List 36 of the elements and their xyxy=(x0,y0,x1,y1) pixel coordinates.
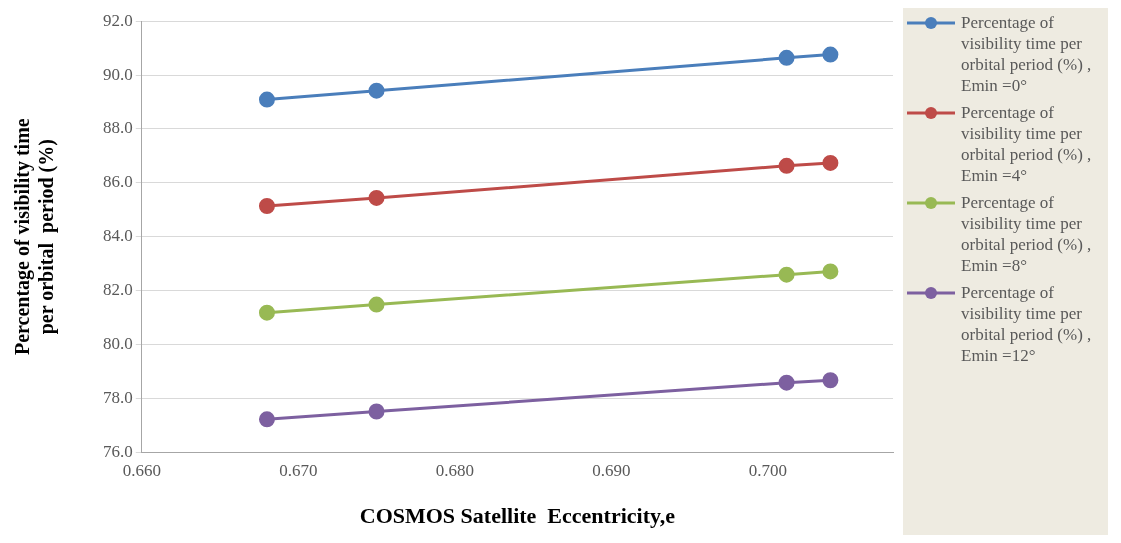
x-tick-label: 0.690 xyxy=(592,460,631,480)
x-tick-label: 0.700 xyxy=(748,460,787,480)
y-tick-label: 86.0 xyxy=(103,172,133,192)
legend-label: Percentage of visibility time per orbital period (%) , Emin =4° xyxy=(961,102,1093,186)
point xyxy=(258,411,275,428)
point xyxy=(822,372,839,389)
point xyxy=(368,189,385,206)
legend-label: Percentage of visibility time per orbital period (%) , Emin =8° xyxy=(961,192,1093,276)
legend-label: Percentage of visibility time per orbital period (%) , Emin =12° xyxy=(961,282,1093,366)
legend-label: Percentage of visibility time per orbital period (%) , Emin =0° xyxy=(961,12,1093,96)
y-tick-label: 82.0 xyxy=(103,280,133,300)
point xyxy=(258,197,275,214)
point xyxy=(778,374,795,391)
point xyxy=(368,403,385,420)
point xyxy=(822,263,839,280)
point xyxy=(822,46,839,63)
y-tick-label: 88.0 xyxy=(103,118,133,138)
y-tick-label: 78.0 xyxy=(103,387,133,407)
y-tick-label: 80.0 xyxy=(103,333,133,353)
x-tick-label: 0.670 xyxy=(279,460,318,480)
point xyxy=(258,304,275,321)
point xyxy=(778,49,795,66)
point xyxy=(778,266,795,283)
point xyxy=(368,82,385,99)
point xyxy=(778,157,795,174)
x-axis-title: COSMOS Satellite Eccentricity,e xyxy=(359,503,676,529)
y-tick-label: 84.0 xyxy=(103,226,133,246)
point xyxy=(822,154,839,171)
y-axis-title: Percentage of visibility time per orbital period (%) xyxy=(11,118,59,356)
x-tick-label: 0.680 xyxy=(435,460,474,480)
point xyxy=(368,296,385,313)
y-tick-label: 90.0 xyxy=(103,64,133,84)
y-tick-label: 92.0 xyxy=(103,10,133,30)
x-tick-label: 0.660 xyxy=(122,460,161,480)
y-tick-label: 76.0 xyxy=(103,441,133,461)
point xyxy=(258,91,275,108)
